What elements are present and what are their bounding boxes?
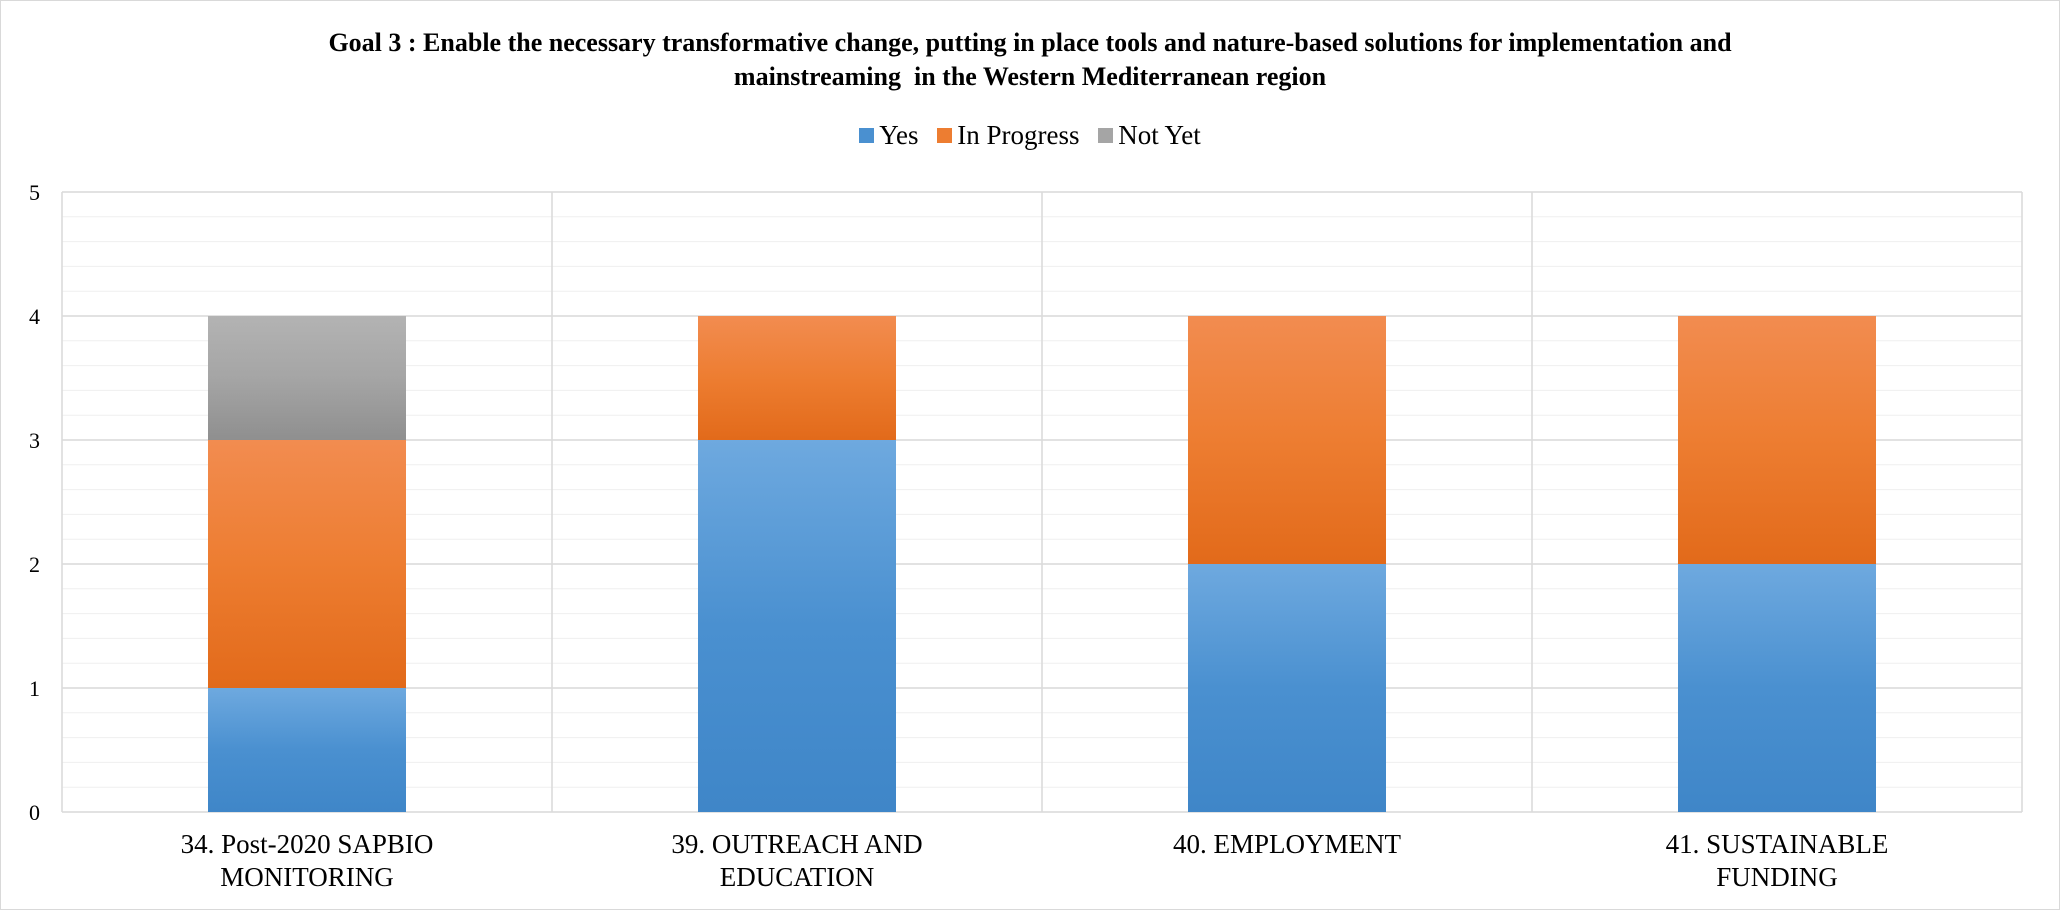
x-category-label: 40. EMPLOYMENT — [1173, 829, 1402, 859]
bar-in-progress — [1188, 316, 1386, 564]
y-tick-label: 3 — [29, 428, 40, 453]
bar-yes — [1678, 564, 1876, 812]
legend-swatch-not-yet — [1098, 128, 1114, 143]
bar-yes — [208, 688, 406, 812]
legend-label-not-yet: Not Yet — [1118, 120, 1201, 150]
x-category-label: 34. Post-2020 SAPBIO — [181, 829, 434, 859]
y-tick-label: 2 — [29, 552, 40, 577]
x-category-label: FUNDING — [1716, 862, 1838, 892]
chart-title: Goal 3 : Enable the necessary transforma… — [0, 26, 2060, 94]
chart-title-line-1: Goal 3 : Enable the necessary transforma… — [328, 28, 1732, 57]
bar-in-progress — [698, 316, 896, 440]
legend: Yes In Progress Not Yet — [0, 120, 2060, 151]
bar-in-progress — [1678, 316, 1876, 564]
x-category-label: MONITORING — [220, 862, 394, 892]
bar-not-yet — [208, 316, 406, 440]
x-category-label: 41. SUSTAINABLE — [1666, 829, 1889, 859]
chart-title-line-2: mainstreaming in the Western Mediterrane… — [733, 62, 1327, 91]
legend-item-not-yet: Not Yet — [1098, 120, 1201, 151]
legend-item-in-progress: In Progress — [937, 120, 1080, 151]
bar-yes — [698, 440, 896, 812]
legend-swatch-yes — [859, 128, 875, 143]
legend-swatch-in-progress — [937, 128, 953, 143]
legend-label-yes: Yes — [879, 120, 919, 150]
x-category-label: 39. OUTREACH AND — [671, 829, 922, 859]
bar-yes — [1188, 564, 1386, 812]
bar-in-progress — [208, 440, 406, 688]
legend-label-in-progress: In Progress — [957, 120, 1080, 150]
y-tick-label: 0 — [29, 800, 40, 825]
legend-item-yes: Yes — [859, 120, 919, 151]
y-tick-label: 5 — [29, 180, 40, 205]
y-tick-label: 4 — [29, 304, 40, 329]
y-tick-label: 1 — [29, 676, 40, 701]
x-category-label: EDUCATION — [720, 862, 875, 892]
